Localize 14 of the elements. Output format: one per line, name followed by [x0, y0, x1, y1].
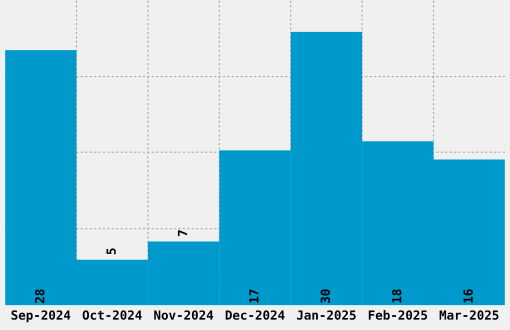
x-tick-label: Dec-2024 [226, 310, 285, 320]
data-label: 28 [34, 289, 44, 304]
x-tick-label: Oct-2024 [82, 310, 142, 320]
x-tick-label: Jan-2025 [296, 310, 356, 320]
x-tick-label: Mar-2025 [440, 310, 498, 320]
x-tick-label: Sep-2024 [11, 310, 70, 322]
data-label: 18 [392, 289, 402, 303]
x-tick-label: Nov-2024 [154, 310, 214, 320]
data-label: 17 [249, 290, 258, 303]
data-label: 5 [106, 248, 116, 254]
x-tick-label: Feb-2025 [368, 310, 428, 320]
data-label: 7 [178, 230, 188, 236]
data-label: 16 [463, 289, 473, 303]
data-label: 30 [320, 289, 330, 303]
